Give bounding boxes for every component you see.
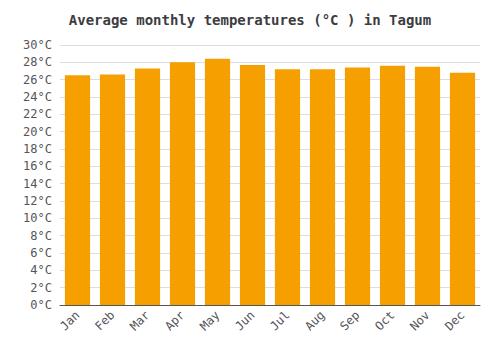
svg-text:Oct: Oct — [372, 308, 397, 333]
svg-text:Nov: Nov — [407, 308, 432, 333]
svg-text:24°C: 24°C — [23, 90, 52, 104]
svg-text:Aug: Aug — [302, 308, 327, 333]
svg-text:Jan: Jan — [57, 308, 82, 333]
svg-text:18°C: 18°C — [23, 142, 52, 156]
svg-text:Average monthly temperatures (: Average monthly temperatures (°C ) in Ta… — [69, 12, 431, 28]
svg-text:16°C: 16°C — [23, 159, 52, 173]
svg-text:28°C: 28°C — [23, 55, 52, 69]
svg-text:26°C: 26°C — [23, 73, 52, 87]
svg-text:10°C: 10°C — [23, 211, 52, 225]
svg-text:6°C: 6°C — [30, 246, 52, 260]
svg-text:30°C: 30°C — [23, 38, 52, 52]
svg-text:0°C: 0°C — [30, 298, 52, 312]
svg-text:22°C: 22°C — [23, 107, 52, 121]
svg-text:Dec: Dec — [442, 308, 467, 333]
svg-text:Jun: Jun — [232, 308, 257, 333]
svg-text:May: May — [197, 308, 222, 333]
svg-text:14°C: 14°C — [23, 177, 52, 191]
svg-text:12°C: 12°C — [23, 194, 52, 208]
svg-text:2°C: 2°C — [30, 281, 52, 295]
svg-text:8°C: 8°C — [30, 229, 52, 243]
svg-text:Feb: Feb — [92, 308, 117, 333]
svg-text:4°C: 4°C — [30, 263, 52, 277]
svg-text:Apr: Apr — [162, 308, 187, 333]
svg-text:Jul: Jul — [267, 308, 292, 333]
svg-text:20°C: 20°C — [23, 125, 52, 139]
svg-text:Sep: Sep — [337, 308, 362, 333]
svg-text:Mar: Mar — [127, 308, 152, 333]
